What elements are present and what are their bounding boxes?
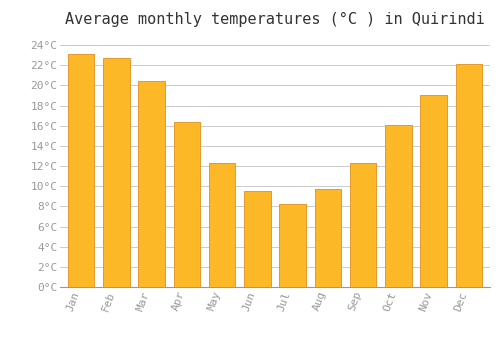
Bar [456,64,482,287]
Bar [385,125,411,287]
Bar [68,54,94,287]
Title: Average monthly temperatures (°C ) in Quirindi: Average monthly temperatures (°C ) in Qu… [65,12,485,27]
Bar [420,96,447,287]
Bar [314,189,341,287]
Bar [103,58,130,287]
Bar [174,122,200,287]
Bar [350,163,376,287]
Bar [280,204,306,287]
Bar [209,163,236,287]
Bar [244,191,270,287]
Bar [138,81,165,287]
